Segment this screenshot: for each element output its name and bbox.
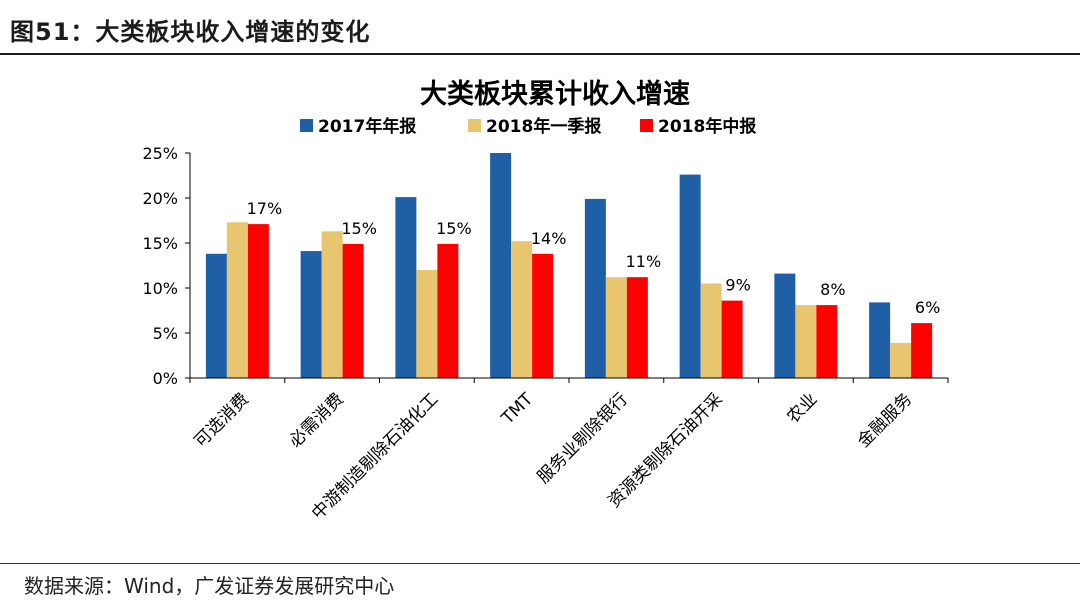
bar — [416, 270, 438, 378]
x-tick-label: 农业 — [783, 389, 821, 427]
bar — [626, 277, 648, 378]
bar — [490, 153, 512, 378]
x-tick-label: TMT — [497, 389, 537, 429]
bar — [911, 323, 933, 378]
x-axis: 可选消费 必需消费中游制造剔除石油化工 TMT服务业剔除银行资源类剔除石油开采 农业金… — [189, 377, 949, 524]
bar — [532, 253, 554, 378]
y-tick-label: 20% — [142, 189, 178, 208]
data-label: 14% — [531, 229, 567, 248]
x-tick-label: 服务业剔除银行 — [534, 389, 632, 487]
chart-legend: 2017年年报 2018年一季报 2018年中报 — [300, 116, 756, 137]
bar — [395, 197, 417, 378]
header-rule — [0, 53, 1080, 55]
chart-title: 大类板块累计收入增速 — [420, 78, 690, 110]
legend-label: 2017年年报 — [318, 116, 416, 137]
data-label: 8% — [820, 280, 845, 299]
data-label: 15% — [341, 219, 377, 238]
bar — [890, 342, 912, 378]
data-label: 9% — [725, 276, 750, 295]
data-label: 15% — [436, 219, 472, 238]
data-label: 11% — [626, 252, 662, 271]
y-axis: 0% 5% 10% 15% 20% 25% — [142, 144, 191, 388]
bar — [774, 273, 796, 378]
footer-rule — [0, 563, 1080, 564]
y-tick-label: 10% — [142, 279, 178, 298]
y-tick-label: 5% — [153, 324, 178, 343]
legend-swatch — [640, 119, 653, 132]
bars-group — [205, 153, 933, 378]
bar — [226, 222, 248, 378]
data-label: 6% — [915, 298, 940, 317]
y-tick-label: 0% — [153, 369, 178, 388]
figure-label: 图51：大类板块收入增速的变化 — [10, 18, 371, 46]
bar — [511, 241, 533, 378]
chart-area: 大类板块累计收入增速 2017年年报 2018年一季报 2018年中报 0% 5% 10… — [0, 55, 1080, 555]
bar — [605, 277, 627, 378]
y-tick-label: 25% — [142, 144, 178, 163]
bar — [300, 251, 322, 378]
x-tick-label: 必需消费 — [285, 389, 347, 451]
legend-swatch — [300, 119, 313, 132]
bar — [721, 300, 743, 378]
bar — [247, 224, 269, 378]
y-tick-label: 15% — [142, 234, 178, 253]
data-labels-group: 17% 15% 15% 14% 11% 9% 8% 6% — [247, 199, 941, 317]
figure-header: 图51：大类板块收入增速的变化 — [0, 0, 1080, 54]
x-tick-label: 金融服务 — [854, 389, 916, 451]
legend-swatch — [468, 119, 481, 132]
bar — [869, 302, 891, 378]
bar — [795, 305, 817, 378]
bar — [679, 174, 701, 378]
x-tick-label: 可选消费 — [191, 389, 253, 451]
bar — [816, 305, 838, 378]
bar — [700, 283, 722, 378]
bar-chart: 大类板块累计收入增速 2017年年报 2018年一季报 2018年中报 0% 5% 10… — [142, 78, 949, 524]
bar — [437, 243, 459, 378]
bar — [321, 231, 343, 378]
legend-label: 2018年中报 — [658, 116, 756, 137]
bar — [205, 253, 227, 378]
legend-label: 2018年一季报 — [486, 116, 601, 137]
bar — [342, 243, 364, 378]
source-note: 数据来源：Wind，广发证券发展研究中心 — [24, 574, 395, 598]
bar — [584, 198, 606, 378]
data-label: 17% — [247, 199, 283, 218]
